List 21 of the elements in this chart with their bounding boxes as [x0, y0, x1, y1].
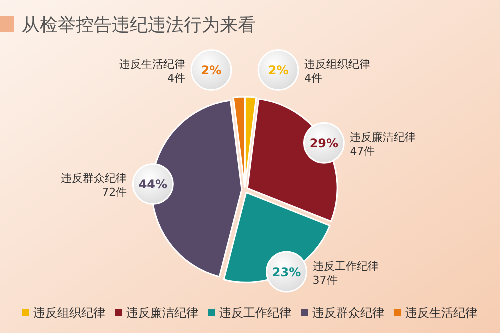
category-label: 违反组织纪律 [304, 58, 371, 72]
legend-item: 违反生活纪律 [394, 306, 478, 320]
slice-label: 违反群众纪律 [61, 172, 128, 186]
text: 4件 [304, 72, 323, 86]
text: 4件 [167, 72, 186, 86]
legend-item: 违反组织纪律 [22, 306, 106, 320]
legend-item: 违反工作纪律 [208, 306, 292, 320]
data-label: 23% [272, 265, 302, 280]
data-label: 2% [201, 64, 222, 78]
category-label: 违反生活纪律 [119, 58, 186, 72]
slice-label: 违反工作纪律 [312, 260, 379, 273]
legend-item: 违反群众纪律 [302, 306, 384, 320]
text: 72件 [102, 186, 128, 200]
legend-item: 违反廉洁纪律 [116, 306, 198, 320]
slice-label: 违反廉洁纪律 [350, 131, 416, 144]
data-label: 2% [268, 64, 289, 78]
chart-title: 从检举控告违纪违法行为来看 [22, 15, 256, 36]
text: 47件 [350, 145, 376, 158]
data-label: 44% [138, 178, 168, 192]
data-label: 29% [310, 136, 339, 151]
text: 37件 [312, 274, 338, 287]
